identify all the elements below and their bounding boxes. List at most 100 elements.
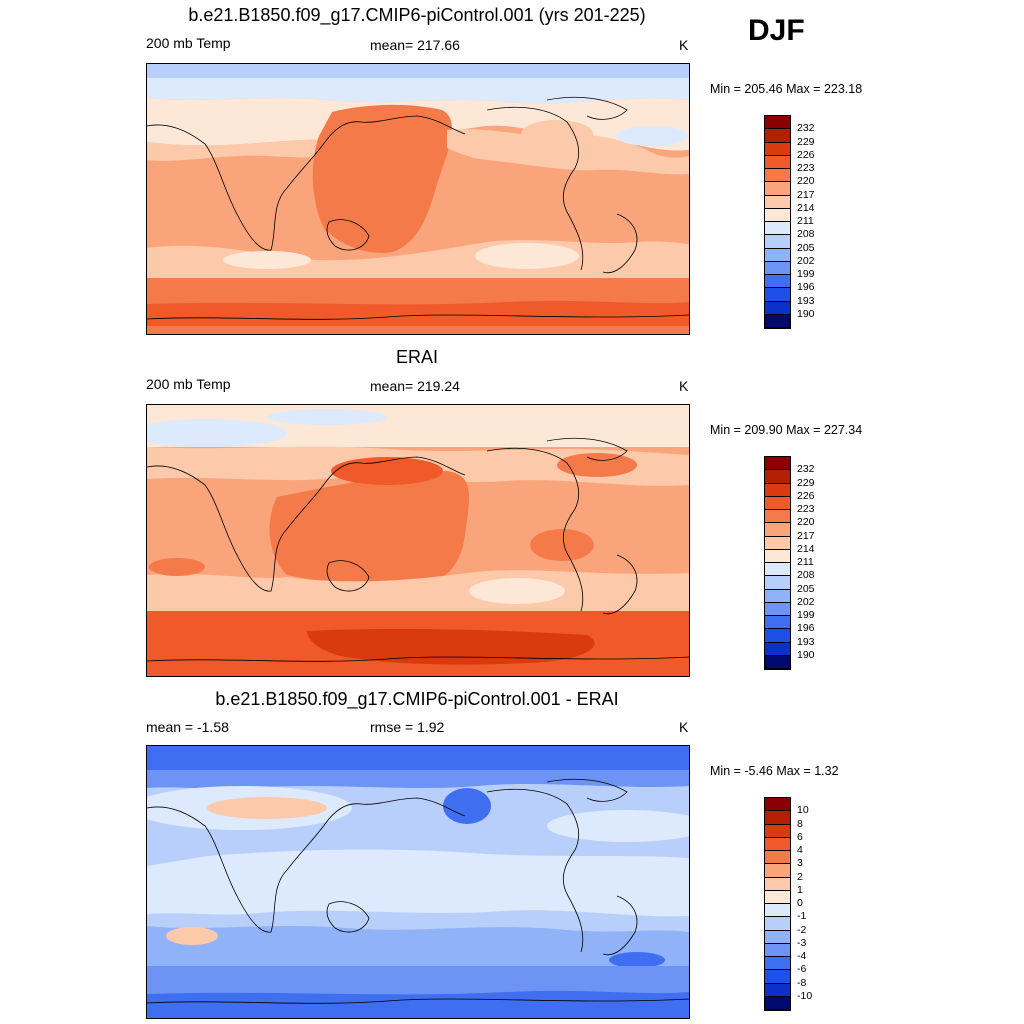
americas-west-coast (486, 447, 584, 612)
australia-coast (326, 901, 370, 933)
southern-subtropics (147, 570, 689, 611)
americas-west-coast (486, 788, 584, 953)
high-lat-band (147, 78, 689, 104)
panel-2-center-label: mean= 219.24 (370, 378, 460, 394)
colorbar-tick-label: 10 (797, 804, 809, 817)
tropical-band (147, 849, 689, 917)
polar-band-max-cold (147, 746, 689, 770)
panel-2-title: ERAI (395, 347, 438, 367)
colorbar-tick-label: 205 (797, 582, 815, 595)
colorbar-cell (765, 930, 790, 944)
colorbar-cell (765, 248, 790, 262)
south-atlantic-warm (149, 558, 205, 576)
southern-max (307, 628, 595, 665)
panel-3-title: b.e21.B1850.f09_g17.CMIP6-piControl.001 … (215, 689, 619, 709)
panel-2-units: K (679, 378, 689, 394)
colorbar-cell (765, 208, 790, 222)
colorbar-tick-label: 1 (797, 883, 803, 896)
colorbar-cell (765, 275, 790, 289)
polar-band-cool (147, 64, 689, 78)
colorbar-tick-label: 196 (797, 281, 815, 294)
colorbar-tick-label: -3 (797, 936, 807, 949)
colorbar-tick-label: 223 (797, 162, 815, 174)
colorbar-cell (765, 864, 790, 878)
colorbar-tick-label: 229 (797, 476, 815, 489)
colorbar-cell (765, 655, 790, 669)
coastlines (147, 778, 689, 1004)
panel-1-title: b.e21.B1850.f09_g17.CMIP6-piControl.001 … (188, 5, 646, 25)
panel-3-minmax: Min = -5.46 Max = 1.32 (710, 764, 839, 778)
colorbar-tick-label: 190 (797, 648, 815, 661)
colorbar-cell (765, 142, 790, 156)
colorbar-cell (765, 116, 790, 130)
colorbar-cell (765, 837, 790, 851)
colorbar-tick-label: 3 (797, 857, 803, 870)
panel-2-minmax: Min = 209.90 Max = 227.34 (710, 423, 863, 437)
colorbar-tick-label: -6 (797, 963, 807, 976)
colorbar-tick-label: 202 (797, 595, 815, 608)
colorbar-tick-label: 232 (797, 463, 815, 476)
colorbar-tick-label: 208 (797, 569, 815, 582)
colorbar-tick-label: 0 (797, 897, 803, 909)
southern-max (147, 300, 689, 326)
eurasia-warm (207, 797, 327, 819)
colorbar-cell (765, 970, 790, 984)
colorbar-cell (765, 943, 790, 957)
colorbar-cell (765, 616, 790, 630)
colorbar-tick-label: 220 (797, 516, 815, 529)
amazon-warm (530, 529, 594, 561)
colorbar-cell (765, 983, 790, 997)
colorbar-cell (765, 851, 790, 865)
na-band (447, 129, 689, 175)
colorbar-tick-label: 199 (797, 609, 815, 621)
coastlines (147, 96, 689, 320)
colorbar-tick-label: 8 (797, 817, 803, 830)
colorbar-tick-label: 6 (797, 830, 803, 843)
panel-2-contour-field (147, 405, 689, 676)
colorbar-tick-label: 205 (797, 241, 815, 254)
colorbar-tick-label: 214 (797, 201, 815, 214)
greenland-coast (546, 778, 628, 802)
australia-coast (326, 219, 370, 251)
colorbar-cell (765, 563, 790, 577)
panel-1-contour-field (147, 64, 689, 334)
antarctic-cold (147, 990, 689, 1018)
colorbar-cell (765, 798, 790, 812)
south-pacific-cool (475, 243, 579, 269)
colorbar-tick-label: 211 (797, 556, 814, 568)
colorbar-cell (765, 602, 790, 616)
panel-3-colorbar: 10 8 6 4 3 2 1 0 -1 -2 -3 -4 -6 -8 -10 (764, 797, 812, 1011)
colorbar-cell (765, 301, 790, 315)
eurasia-africa-coast (147, 456, 466, 592)
colorbar-tick-label: 226 (797, 148, 815, 161)
greenland-coast (546, 437, 628, 461)
colorbar-cell (765, 222, 790, 236)
colorbar-cell (765, 314, 790, 328)
colorbar-tick-label: 196 (797, 622, 815, 635)
colorbar-tick-label: -4 (797, 950, 807, 962)
colorbar-tick-label: 4 (797, 844, 803, 856)
colorbar-tick-label: 229 (797, 135, 815, 148)
na-warm (557, 453, 637, 477)
colorbar-cell (765, 129, 790, 143)
colorbar-cell (765, 288, 790, 302)
warm-pool-max (312, 104, 452, 253)
colorbar-tick-label: -2 (797, 923, 807, 936)
panel-2-left-label: 200 mb Temp (146, 376, 231, 392)
colorbar-tick-label: 202 (797, 254, 815, 267)
colorbar-tick-label: -8 (797, 976, 807, 989)
colorbar-cell (765, 261, 790, 275)
colorbar-tick-label: -10 (797, 989, 813, 1002)
colorbar-tick-label: 199 (797, 268, 815, 280)
south-africa-warm (166, 927, 218, 945)
pacific-cold (443, 788, 491, 824)
south-pacific-cool (469, 578, 565, 604)
atlantic-band (547, 810, 689, 842)
colorbar-cell (765, 510, 790, 524)
antarctica-coast (147, 998, 689, 1004)
colorbar-cell (765, 890, 790, 904)
colorbar-cell (765, 169, 790, 183)
panel-1-map (146, 63, 690, 335)
panel-1-center-label: mean= 217.66 (370, 37, 460, 53)
siberia-cool (147, 419, 287, 447)
